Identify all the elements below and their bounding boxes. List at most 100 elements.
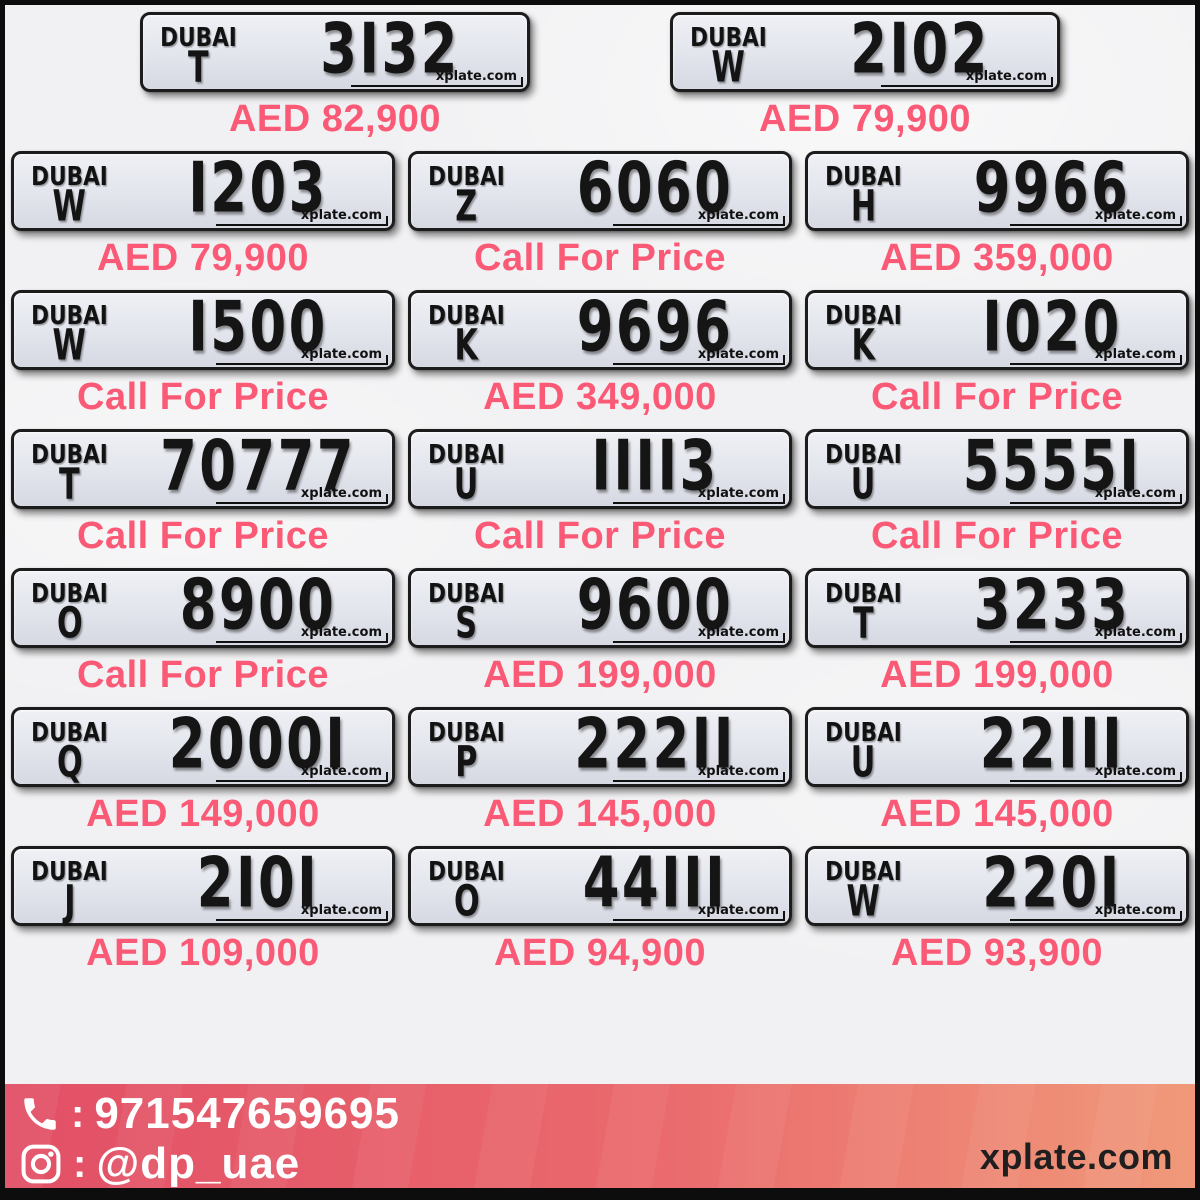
- license-plate: DUBAI W 220I xplate.com: [805, 841, 1189, 926]
- plate-number: 5555I: [962, 424, 1142, 506]
- plate-listing: DUBAI O 44III xplate.com AED 94,900: [408, 841, 792, 985]
- plates-board: DUBAI T 3I32 xplate.com AED 82,900 DUBAI…: [5, 5, 1195, 1084]
- plate-letter-code: Z: [455, 180, 478, 231]
- plate-left-section: DUBAI Z: [428, 159, 505, 231]
- plate-price: AED 94,900: [493, 932, 706, 974]
- license-plate: DUBAI U 5555I xplate.com: [805, 424, 1189, 509]
- plate-listing: DUBAI U IIII3 xplate.com Call For Price: [408, 424, 792, 568]
- plate-letter-code: U: [454, 458, 479, 509]
- plate-number: 222II: [574, 702, 736, 784]
- plate-left-section: DUBAI U: [825, 437, 902, 505]
- plate-emirate-label: DUBAI: [31, 438, 108, 470]
- plate-left-section: DUBAI Q: [31, 715, 108, 787]
- plate-number: 3233: [973, 563, 1131, 645]
- license-plate: DUBAI T 70777 xplate.com: [11, 424, 395, 509]
- plate-watermark: xplate.com: [215, 347, 389, 365]
- plate-watermark: xplate.com: [880, 69, 1054, 87]
- plate-number: 6060: [576, 146, 734, 228]
- footer-instagram-handle: @dp_uae: [96, 1139, 301, 1188]
- plate-listing: DUBAI Q 2000I xplate.com AED 149,000: [11, 702, 395, 846]
- plate-listing: DUBAI Z 6060 xplate.com Call For Price: [408, 146, 792, 290]
- phone-separator: :: [71, 1092, 85, 1136]
- plate-price: Call For Price: [474, 515, 726, 557]
- plate-emirate-label: DUBAI: [428, 438, 505, 470]
- plate-left-section: DUBAI T: [31, 437, 108, 505]
- plate-left-section: DUBAI T: [825, 576, 902, 644]
- plate-number: 2000I: [168, 702, 348, 784]
- plate-price: AED 149,000: [86, 793, 320, 835]
- plate-left-section: DUBAI U: [825, 715, 902, 783]
- license-plate: DUBAI K I020 xplate.com: [805, 285, 1189, 370]
- license-plate: DUBAI K 9696 xplate.com: [408, 285, 792, 370]
- plate-left-section: DUBAI J: [31, 854, 108, 926]
- license-plate: DUBAI W I500 xplate.com: [11, 285, 395, 370]
- plate-left-section: DUBAI T: [160, 20, 237, 88]
- plate-number: I203: [188, 146, 328, 228]
- license-plate: DUBAI H 9966 xplate.com: [805, 146, 1189, 231]
- plate-left-section: DUBAI W: [31, 159, 108, 227]
- plate-number: 2I02: [850, 7, 990, 89]
- license-plate: DUBAI J 2I0I xplate.com: [11, 841, 395, 926]
- plate-price: AED 79,900: [758, 98, 971, 140]
- license-plate: DUBAI T 3233 xplate.com: [805, 563, 1189, 648]
- plate-watermark: xplate.com: [1009, 486, 1183, 504]
- plate-letter-code: Q: [56, 736, 83, 787]
- plate-price: AED 109,000: [86, 932, 320, 974]
- footer-brand: xplate.com: [979, 1136, 1173, 1177]
- plate-price: AED 145,000: [880, 793, 1114, 835]
- plate-watermark: xplate.com: [1009, 208, 1183, 226]
- plate-emirate-label: DUBAI: [31, 855, 108, 887]
- top-plate-row: DUBAI T 3I32 xplate.com AED 82,900 DUBAI…: [5, 5, 1195, 151]
- plate-listing: DUBAI K 9696 xplate.com AED 349,000: [408, 285, 792, 429]
- phone-contact-line: : 971547659695: [19, 1090, 1195, 1138]
- plate-emirate-label: DUBAI: [428, 299, 505, 331]
- plate-emirate-label: DUBAI: [428, 716, 505, 748]
- license-plate: DUBAI Q 2000I xplate.com: [11, 702, 395, 787]
- plate-number: 9600: [576, 563, 734, 645]
- license-plate: DUBAI S 9600 xplate.com: [408, 563, 792, 648]
- instagram-separator: :: [73, 1142, 87, 1186]
- plate-number: IIII3: [591, 424, 719, 506]
- plate-watermark: xplate.com: [612, 208, 786, 226]
- plate-price: AED 359,000: [880, 237, 1114, 279]
- plate-listing: DUBAI W I500 xplate.com Call For Price: [11, 285, 395, 429]
- plate-letter-code: K: [851, 319, 876, 370]
- plate-left-section: DUBAI O: [428, 854, 505, 926]
- plate-number: 9696: [576, 285, 734, 367]
- plate-watermark: xplate.com: [612, 903, 786, 921]
- license-plate: DUBAI O 44III xplate.com: [408, 841, 792, 926]
- plate-letter-code: W: [52, 319, 87, 370]
- plate-number: I020: [982, 285, 1122, 367]
- plate-letter-code: P: [455, 736, 478, 787]
- plate-price: AED 82,900: [228, 98, 441, 140]
- license-plate: DUBAI U 22III xplate.com: [805, 702, 1189, 787]
- plate-watermark: xplate.com: [612, 486, 786, 504]
- instagram-contact-line: : @dp_uae: [19, 1140, 1195, 1188]
- plate-grid: DUBAI W I203 xplate.com AED 79,900 DUBAI…: [5, 146, 1195, 985]
- license-plate: DUBAI T 3I32 xplate.com: [140, 7, 530, 92]
- plate-left-section: DUBAI U: [428, 437, 505, 509]
- plate-letter-code: W: [846, 875, 881, 926]
- plate-letter-code: O: [56, 597, 83, 648]
- plate-watermark: xplate.com: [215, 764, 389, 782]
- footer-phone-number: 971547659695: [94, 1089, 400, 1138]
- plate-listing: DUBAI H 9966 xplate.com AED 359,000: [805, 146, 1189, 290]
- plate-watermark: xplate.com: [350, 69, 524, 87]
- plate-emirate-label: DUBAI: [825, 855, 902, 887]
- plate-letter-code: J: [63, 875, 76, 926]
- plate-listing: DUBAI O 8900 xplate.com Call For Price: [11, 563, 395, 707]
- plate-watermark: xplate.com: [1009, 347, 1183, 365]
- plate-emirate-label: DUBAI: [428, 160, 505, 192]
- plate-listing: DUBAI U 5555I xplate.com Call For Price: [805, 424, 1189, 568]
- plate-listing: DUBAI W 220I xplate.com AED 93,900: [805, 841, 1189, 985]
- plate-watermark: xplate.com: [612, 625, 786, 643]
- plate-watermark: xplate.com: [612, 347, 786, 365]
- plate-letter-code: O: [453, 875, 480, 926]
- plate-number: 22III: [979, 702, 1125, 784]
- plate-price: AED 199,000: [483, 654, 717, 696]
- plate-left-section: DUBAI H: [825, 159, 902, 227]
- plate-emirate-label: DUBAI: [825, 577, 902, 609]
- plate-letter-code: W: [711, 41, 746, 92]
- plate-left-section: DUBAI W: [825, 854, 902, 926]
- plate-emirate-label: DUBAI: [160, 21, 237, 53]
